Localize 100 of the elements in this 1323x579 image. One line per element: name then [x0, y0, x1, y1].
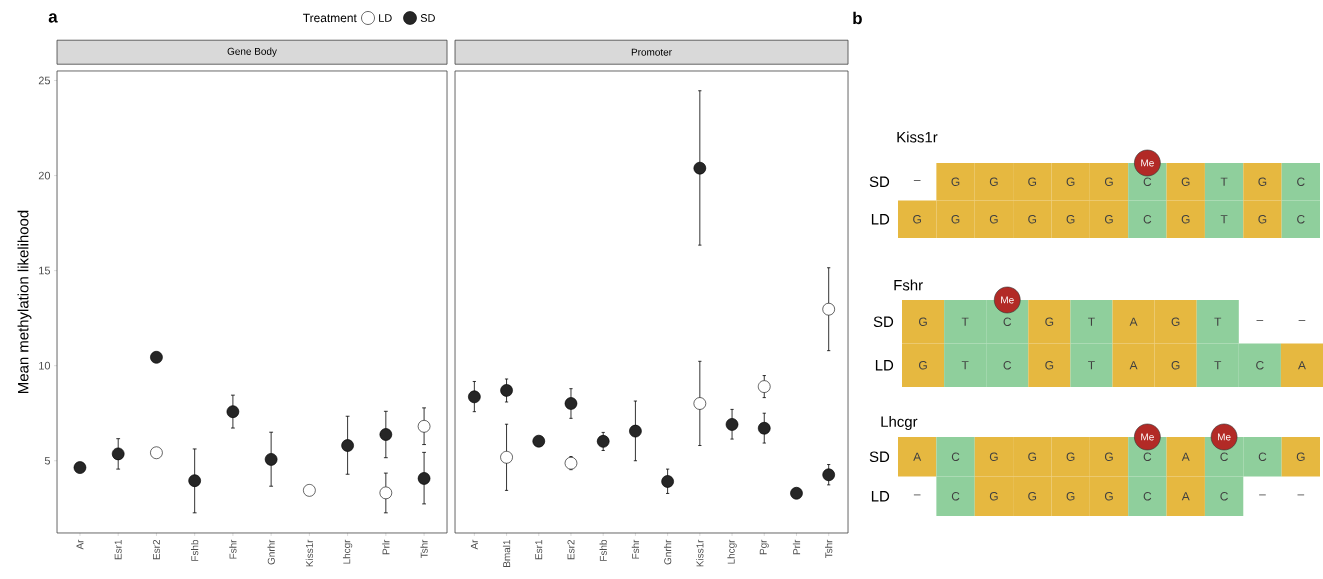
- point: [725, 418, 739, 431]
- x-tick-label: Ar: [470, 539, 478, 550]
- point: [629, 424, 642, 438]
- text: G: [1028, 452, 1037, 461]
- y-axis-title: Mean methylation likelihood: [17, 210, 32, 393]
- point: [564, 456, 578, 470]
- y-tick-label: 5: [44, 456, 51, 465]
- text: –: [1297, 494, 1305, 496]
- text: a: [48, 13, 58, 23]
- text: G: [951, 215, 960, 224]
- text: G: [1104, 492, 1113, 501]
- text: T: [1088, 317, 1095, 326]
- text: C: [1297, 177, 1305, 186]
- text: G: [1104, 452, 1113, 461]
- text: G: [919, 361, 927, 370]
- text: T: [1214, 361, 1222, 370]
- point: [111, 447, 125, 461]
- text: G: [1066, 177, 1075, 186]
- point: [822, 468, 835, 482]
- y-tick-label: 15: [39, 266, 51, 275]
- text: G: [1045, 317, 1054, 326]
- point: [379, 486, 393, 500]
- text: Me: [1001, 296, 1014, 304]
- category-label: LD: [875, 360, 894, 371]
- text: G: [1045, 361, 1054, 370]
- point: [661, 475, 674, 488]
- x-tick-label: Ar: [76, 539, 84, 550]
- text: G: [1028, 215, 1037, 224]
- text: Me: [1217, 433, 1231, 441]
- text: G: [989, 452, 998, 461]
- point: [226, 405, 240, 418]
- text: G: [1104, 215, 1113, 224]
- text: –: [913, 180, 921, 181]
- x-tick-label: Fshr: [631, 539, 640, 559]
- text: G: [1171, 361, 1180, 370]
- point: [264, 453, 278, 466]
- point: [790, 486, 803, 500]
- text: G: [1028, 492, 1037, 501]
- text: G: [1066, 492, 1075, 501]
- text: C: [1143, 492, 1152, 501]
- x-tick-label: Fshr: [229, 539, 237, 559]
- text: T: [961, 317, 969, 326]
- text: A: [1129, 317, 1138, 326]
- text: C: [1220, 452, 1228, 461]
- point: [417, 472, 431, 485]
- text: A: [1181, 452, 1190, 461]
- x-tick-label: Esr2: [152, 540, 160, 560]
- text: C: [1258, 452, 1267, 461]
- point: [500, 384, 513, 397]
- point: [500, 451, 513, 464]
- y-tick-label: 25: [38, 76, 51, 85]
- text: Me: [1141, 433, 1154, 441]
- point: [822, 302, 835, 316]
- category-label: SD: [869, 451, 890, 463]
- x-tick-label: Lhcgr: [342, 539, 353, 564]
- text: –: [1259, 494, 1266, 496]
- text: –: [1256, 320, 1264, 321]
- text: C: [1003, 317, 1012, 326]
- point: [150, 351, 163, 364]
- x-tick-label: Bmal1: [502, 539, 511, 567]
- legend-label: SD: [420, 14, 435, 22]
- x-tick-label: Prlr: [792, 539, 801, 555]
- point: [73, 461, 87, 474]
- legend-title: Treatment: [303, 13, 357, 23]
- text: C: [1297, 215, 1305, 224]
- point: [379, 428, 393, 441]
- point: [564, 397, 578, 410]
- chart-title: Promoter: [631, 48, 672, 56]
- text: A: [913, 452, 922, 461]
- text: Fshr: [894, 279, 923, 291]
- x-tick-label: Esr1: [535, 539, 543, 560]
- text: G: [1296, 452, 1305, 461]
- text: T: [961, 361, 969, 370]
- text: T: [1220, 215, 1228, 224]
- text: T: [1214, 317, 1222, 326]
- text: G: [989, 492, 998, 501]
- text: G: [1181, 177, 1190, 186]
- text: C: [1143, 215, 1152, 224]
- text: G: [1181, 215, 1190, 224]
- x-tick-label: Tshr: [825, 539, 833, 559]
- text: C: [1220, 492, 1228, 501]
- text: C: [1143, 452, 1152, 461]
- point: [188, 474, 201, 487]
- point: [341, 439, 354, 452]
- legend-label: LD: [379, 14, 392, 22]
- text: G: [1258, 215, 1267, 224]
- text: C: [951, 492, 960, 501]
- text: C: [951, 452, 960, 461]
- point: [150, 446, 163, 460]
- text: C: [1256, 361, 1264, 370]
- text: –: [913, 494, 921, 496]
- point: [303, 484, 316, 497]
- text: b: [853, 11, 862, 25]
- text: G: [989, 177, 998, 186]
- category-label: SD: [873, 316, 894, 328]
- x-tick-label: Esr2: [567, 540, 575, 560]
- category-label: SD: [869, 176, 890, 188]
- text: G: [1066, 215, 1075, 224]
- point: [468, 390, 481, 404]
- point: [693, 397, 707, 410]
